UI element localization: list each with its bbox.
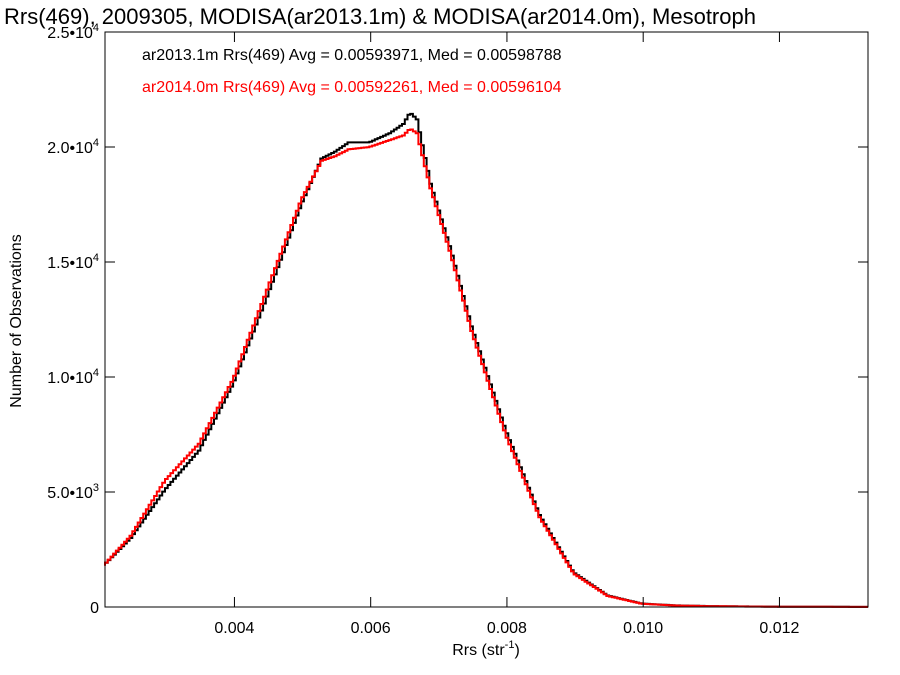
- x-tick-label: 0.008: [487, 620, 527, 637]
- y-tick-label: 1.5•104: [47, 252, 99, 272]
- legend-entry-ar2014: ar2014.0m Rrs(469) Avg = 0.00592261, Med…: [142, 79, 562, 96]
- y-tick-label: 2.0•104: [47, 137, 99, 157]
- y-tick-label: 5.0•103: [47, 482, 99, 502]
- plot-frame: [104, 31, 869, 608]
- chart-title: Rrs(469), 2009305, MODISA(ar2013.1m) & M…: [4, 4, 756, 29]
- x-tick-label: 0.010: [623, 620, 663, 637]
- y-tick-label: 2.5•104: [47, 22, 99, 42]
- series-line-ar2014: [104, 128, 868, 608]
- axes-layer: 0.004 0.006 0.008 0.010 0.012 0 5.0•103 1.0•104…: [47, 22, 869, 637]
- x-axis-label: Rrs (str-1): [452, 639, 520, 659]
- x-tick-label: 0.006: [351, 620, 391, 637]
- y-tick-label: 0: [90, 600, 99, 617]
- x-tick-label: 0.012: [759, 620, 799, 637]
- legend-entry-ar2013: ar2013.1m Rrs(469) Avg = 0.00593971, Med…: [142, 47, 562, 64]
- series-line-ar2013: [104, 112, 868, 608]
- y-tick-label: 1.0•104: [47, 367, 99, 387]
- y-axis-label: Number of Observations: [8, 234, 25, 407]
- x-tick-label: 0.004: [214, 620, 254, 637]
- series-layer: [104, 112, 868, 608]
